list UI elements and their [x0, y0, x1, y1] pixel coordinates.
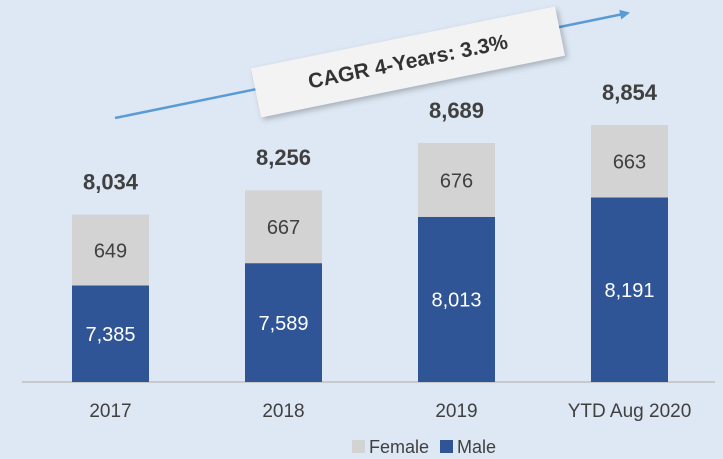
bar-segment	[418, 216, 495, 382]
total-label: 8,689	[429, 98, 484, 123]
total-label: 8,034	[83, 169, 139, 194]
bar-segment	[245, 263, 322, 382]
data-label: 667	[267, 217, 300, 239]
bar-segment	[591, 125, 668, 198]
data-label: 663	[613, 152, 646, 174]
bar-segment	[591, 197, 668, 382]
data-label: 7,385	[85, 324, 135, 346]
x-tick-label: YTD Aug 2020	[568, 401, 692, 422]
legend-swatch	[352, 440, 365, 453]
bar-segment	[72, 285, 149, 382]
data-label: 8,013	[431, 290, 481, 312]
bar-segment	[418, 143, 495, 217]
legend-label: Female	[369, 437, 429, 457]
legend-swatch	[440, 440, 453, 453]
data-label: 649	[94, 240, 127, 262]
x-tick-label: 2018	[262, 401, 304, 422]
x-tick-label: 2017	[89, 401, 131, 422]
data-label: 7,589	[258, 313, 308, 335]
legend-label: Male	[457, 437, 496, 457]
annotation-bg	[251, 6, 565, 118]
total-label: 8,854	[602, 80, 658, 105]
bar-segment	[245, 190, 322, 264]
data-label: 676	[440, 170, 473, 192]
total-label: 8,256	[256, 145, 311, 170]
annotation-box: CAGR 4-Years: 3.3%	[251, 6, 565, 118]
data-label: 8,191	[604, 280, 654, 302]
x-tick-label: 2019	[435, 401, 477, 422]
bar-segment	[72, 214, 149, 286]
